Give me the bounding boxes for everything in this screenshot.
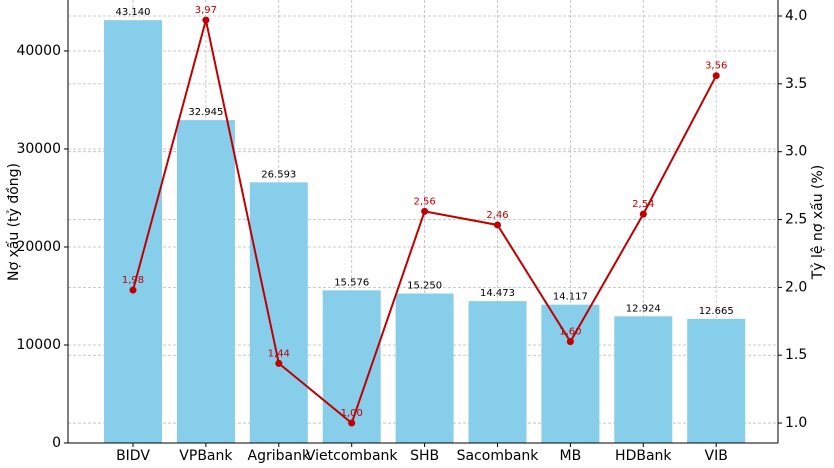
value-label: 3,56 [705, 61, 727, 72]
value-label: 32.945 [188, 107, 223, 118]
bar [104, 20, 162, 444]
value-label: 2,46 [486, 210, 508, 221]
point [421, 207, 429, 215]
point [566, 338, 574, 346]
x-tick-label: Sacombank [457, 448, 540, 464]
bar [541, 304, 600, 443]
y-tick-label: 10000 [16, 337, 61, 353]
value-label: 1,60 [559, 327, 581, 338]
x-tick-label: Vietcombank [306, 448, 399, 464]
x-tick-label: VPBank [179, 448, 233, 464]
point [275, 359, 283, 367]
bar [614, 316, 673, 443]
y-axis-label: Nợ xấu (tỷ đồng) [5, 163, 22, 281]
bar [687, 318, 746, 443]
value-label: 2,56 [413, 196, 435, 207]
point [129, 286, 137, 294]
bar [176, 120, 235, 443]
point [712, 72, 720, 80]
value-label: 12.665 [699, 306, 734, 317]
y-tick-label: 30000 [16, 141, 61, 157]
value-label: 1,00 [341, 408, 363, 419]
value-label: 1,44 [268, 348, 290, 359]
y2-tick-label: 3.0 [785, 144, 807, 160]
bar [395, 293, 454, 443]
value-label: 12.924 [626, 303, 661, 314]
y-tick-label: 0 [52, 435, 61, 451]
value-label: 2,54 [632, 199, 654, 210]
value-label: 43.140 [116, 7, 151, 18]
value-label: 15.576 [334, 277, 369, 288]
x-tick-label: Agribank [248, 448, 311, 464]
y-tick-label: 40000 [16, 43, 61, 59]
value-label: 14.117 [553, 292, 588, 303]
bar [468, 301, 527, 443]
y2-tick-label: 3.5 [785, 76, 807, 92]
value-label: 1,98 [122, 275, 144, 286]
point [202, 16, 210, 24]
y2-tick-label: 1.0 [785, 415, 807, 431]
point [348, 419, 356, 427]
y2-tick-label: 2.0 [785, 279, 807, 295]
bar [249, 182, 308, 444]
value-label: 14.473 [480, 288, 515, 299]
y2-tick-label: 2.5 [785, 212, 807, 228]
point [494, 221, 501, 229]
y2-axis-label: Tỷ lệ nợ xấu (%) [810, 165, 826, 281]
y2-tick-label: 1.5 [785, 347, 807, 363]
value-label: 15.250 [407, 281, 442, 292]
value-label: 26.593 [261, 169, 296, 180]
x-tick-label: MB [560, 448, 582, 464]
x-tick-label: VIB [705, 448, 728, 464]
value-label: 3,97 [195, 5, 217, 16]
x-tick-label: HDBank [615, 448, 672, 464]
x-tick-label: SHB [410, 448, 439, 464]
y-tick-label: 20000 [16, 239, 61, 255]
y2-tick-label: 4.0 [785, 8, 807, 24]
x-tick-label: BIDV [116, 448, 150, 464]
point [639, 210, 647, 218]
